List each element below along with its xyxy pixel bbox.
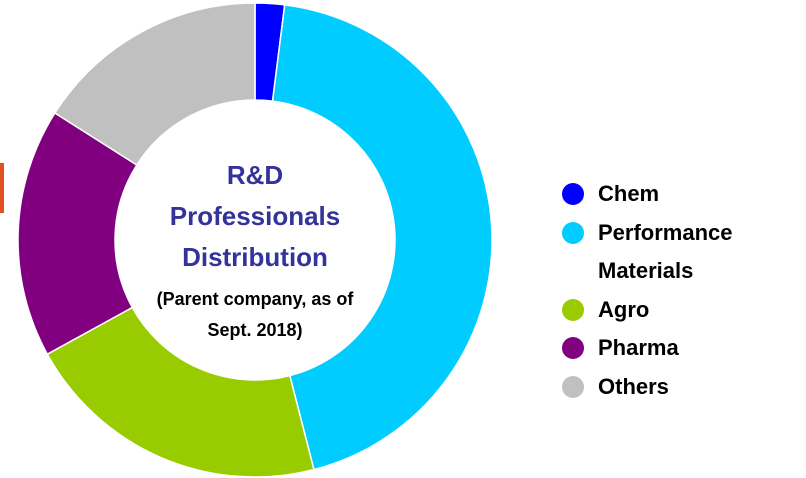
legend-marker xyxy=(562,221,584,244)
legend-marker xyxy=(562,298,584,321)
cropped-shape xyxy=(0,163,4,213)
legend: Chem Performance Materials Agro Pharma Other… xyxy=(560,175,800,406)
legend-marker xyxy=(562,375,584,398)
legend-label: Agro xyxy=(598,296,650,322)
donut-slice xyxy=(46,306,315,478)
legend-item: Pharma xyxy=(560,329,793,368)
chart-subtitle: (Parent company, as of Sept. 2018) xyxy=(156,289,354,340)
legend-label: Pharma xyxy=(598,335,679,360)
legend-marker xyxy=(562,183,584,205)
legend-item: Agro xyxy=(560,291,793,330)
chart-title: R&D Professionals Distribution xyxy=(169,160,341,272)
legend-label: Others xyxy=(598,373,669,399)
legend-label: Performance Materials xyxy=(598,219,733,284)
legend-item: Others xyxy=(560,368,793,407)
donut-slice xyxy=(271,4,493,471)
donut-slice xyxy=(53,2,256,167)
legend-item: Performance Materials xyxy=(560,214,793,291)
legend-label: Chem xyxy=(598,181,660,206)
legend-marker xyxy=(562,337,584,359)
legend-item: Chem xyxy=(560,175,793,214)
